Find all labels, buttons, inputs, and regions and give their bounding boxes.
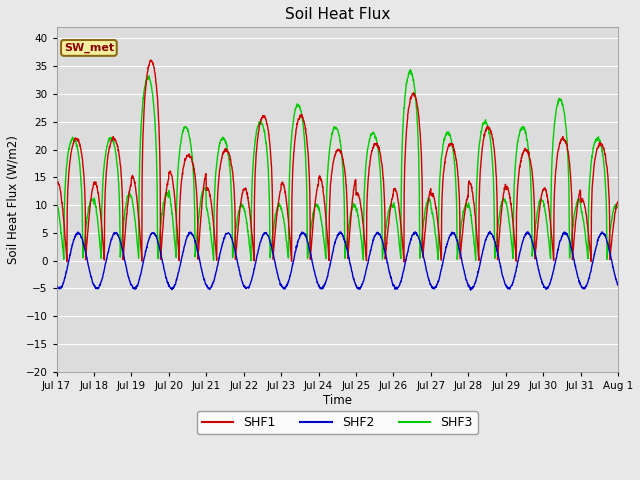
SHF3: [247, 258, 255, 264]
X-axis label: Time: Time: [323, 394, 352, 407]
SHF2: [501, 281, 509, 287]
SHF1: [501, 184, 509, 190]
SHF3: [52, 199, 60, 205]
SHF3: [209, 251, 217, 257]
Y-axis label: Soil Heat Flux (W/m2): Soil Heat Flux (W/m2): [7, 135, 20, 264]
Line: SHF1: SHF1: [56, 60, 618, 262]
Line: SHF2: SHF2: [56, 231, 618, 290]
SHF3: [614, 204, 622, 210]
SHF3: [366, 136, 374, 142]
Legend: SHF1, SHF2, SHF3: SHF1, SHF2, SHF3: [196, 411, 477, 434]
SHF1: [565, 153, 573, 159]
SHF2: [366, 252, 374, 258]
Line: SHF3: SHF3: [56, 70, 618, 261]
SHF2: [52, 283, 60, 288]
SHF1: [52, 180, 60, 186]
SHF3: [406, 67, 414, 72]
SHF3: [565, 180, 573, 185]
SHF1: [400, 259, 408, 264]
SHF2: [614, 282, 622, 288]
SHF2: [209, 280, 217, 286]
SHF3: [501, 196, 509, 202]
SHF1: [614, 199, 622, 205]
SHF2: [580, 286, 588, 292]
SHF2: [486, 228, 493, 234]
SHF3: [580, 226, 588, 231]
SHF1: [366, 161, 374, 167]
SHF3: [354, 212, 362, 217]
SHF2: [565, 236, 573, 241]
SHF1: [209, 218, 217, 224]
SHF2: [353, 286, 361, 291]
SHF1: [580, 202, 588, 207]
SHF2: [467, 288, 474, 293]
SHF1: [354, 190, 362, 196]
Title: Soil Heat Flux: Soil Heat Flux: [285, 7, 390, 22]
Text: SW_met: SW_met: [64, 43, 114, 53]
SHF1: [147, 57, 154, 63]
